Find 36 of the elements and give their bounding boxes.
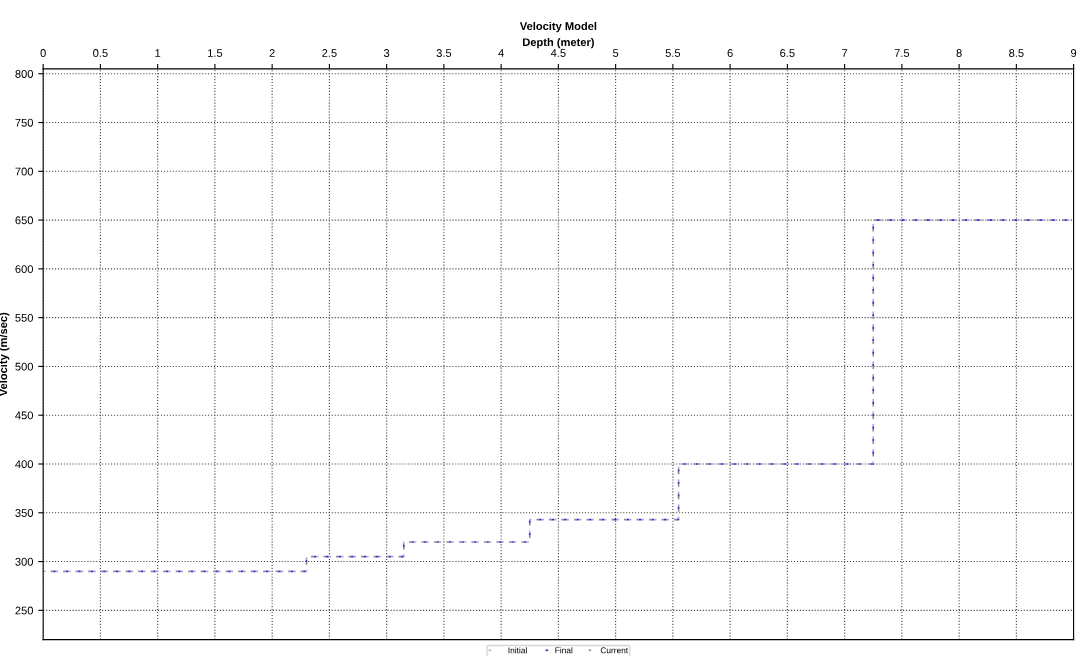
legend-label: Final xyxy=(555,647,573,654)
y-tick-label: 350 xyxy=(15,509,34,517)
legend-label: Current xyxy=(600,647,629,654)
x-tick-label: 5.5 xyxy=(665,49,681,57)
y-tick-label: 800 xyxy=(15,70,34,78)
y-tick-label: 400 xyxy=(15,460,34,469)
x-tick-label: 1.5 xyxy=(208,49,223,57)
x-tick-label: 3 xyxy=(383,49,390,57)
x-tick-label: 1 xyxy=(155,49,161,57)
y-tick-label: 550 xyxy=(15,313,34,322)
x-tick-label: 7.5 xyxy=(894,49,910,57)
y-tick-label: 250 xyxy=(15,606,34,615)
x-tick-label: 6.5 xyxy=(780,49,795,57)
x-tick-label: 4.5 xyxy=(550,49,566,57)
x-tick-label: 2.5 xyxy=(322,49,337,57)
x-tick-label: 5 xyxy=(612,49,619,57)
x-tick-label: 8.5 xyxy=(1009,49,1024,57)
y-tick-label: 750 xyxy=(15,118,34,127)
y-tick-label: 650 xyxy=(15,216,34,225)
legend-label: Initial xyxy=(508,647,527,654)
chart-title: Velocity Model xyxy=(519,21,597,33)
x-tick-label: 8 xyxy=(956,49,962,57)
x-tick-label: 0 xyxy=(40,49,46,57)
y-tick-label: 500 xyxy=(15,362,34,371)
x-axis-title: Depth (meter) xyxy=(523,37,594,49)
x-tick-label: 9 xyxy=(1071,49,1077,57)
x-tick-label: 2 xyxy=(269,49,275,57)
x-tick-label: 7 xyxy=(842,49,848,57)
x-tick-label: 4 xyxy=(498,49,504,57)
x-tick-label: 3.5 xyxy=(436,49,452,57)
y-tick-label: 300 xyxy=(15,557,34,566)
x-tick-label: 6 xyxy=(727,49,733,57)
y-tick-label: 600 xyxy=(15,265,34,274)
y-tick-label: 450 xyxy=(15,411,34,420)
y-tick-label: 700 xyxy=(15,167,34,176)
x-tick-label: 0.5 xyxy=(93,49,108,57)
